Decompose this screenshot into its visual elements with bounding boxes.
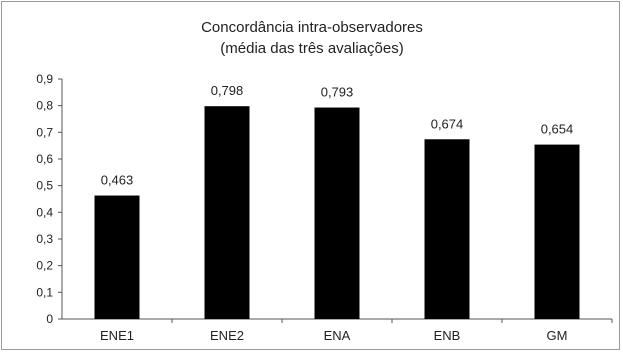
data-label: 0,674: [431, 116, 464, 131]
bar-chart: Concordância intra-observadores (média d…: [36, 19, 613, 343]
data-label: 0,793: [321, 85, 354, 100]
y-tick-label: 0: [46, 312, 53, 326]
y-tick-label: 0,3: [36, 232, 53, 246]
y-tick-label: 0,6: [36, 152, 53, 166]
y-tick-label: 0,5: [36, 179, 53, 193]
x-tick-label: ENE1: [100, 328, 134, 343]
bar-ene2: [204, 106, 250, 319]
y-tick-label: 0,7: [36, 125, 53, 139]
x-tick-label: ENB: [434, 328, 461, 343]
y-tick-label: 0,4: [36, 205, 53, 219]
x-tick-label: GM: [547, 328, 568, 343]
chart-axes: 0 0,1 0,2 0,3 0,4 0,5 0,6 0,7 0,8 0,9 ENE1 ENE2 ENA E…: [36, 72, 613, 343]
x-tick-label: ENA: [324, 328, 351, 343]
y-tick-label: 0,9: [36, 72, 53, 86]
data-label: 0,798: [211, 83, 244, 98]
data-label: 0,654: [541, 122, 574, 137]
y-tick-label: 0,1: [36, 285, 53, 299]
y-tick-label: 0,8: [36, 99, 53, 113]
bar-ene1: [94, 195, 140, 319]
chart-subtitle: (média das três avaliações): [220, 40, 403, 57]
chart-bars: 0,463 0,798 0,793 0,674 0,654: [94, 83, 580, 320]
chart-title: Concordância intra-observadores: [201, 19, 423, 36]
data-label: 0,463: [101, 173, 134, 188]
y-tick-label: 0,2: [36, 259, 53, 273]
chart-frame: Concordância intra-observadores (média d…: [1, 1, 620, 350]
bar-ena: [314, 107, 360, 320]
bar-enb: [424, 139, 470, 319]
bar-gm: [534, 144, 580, 319]
x-tick-label: ENE2: [210, 328, 244, 343]
